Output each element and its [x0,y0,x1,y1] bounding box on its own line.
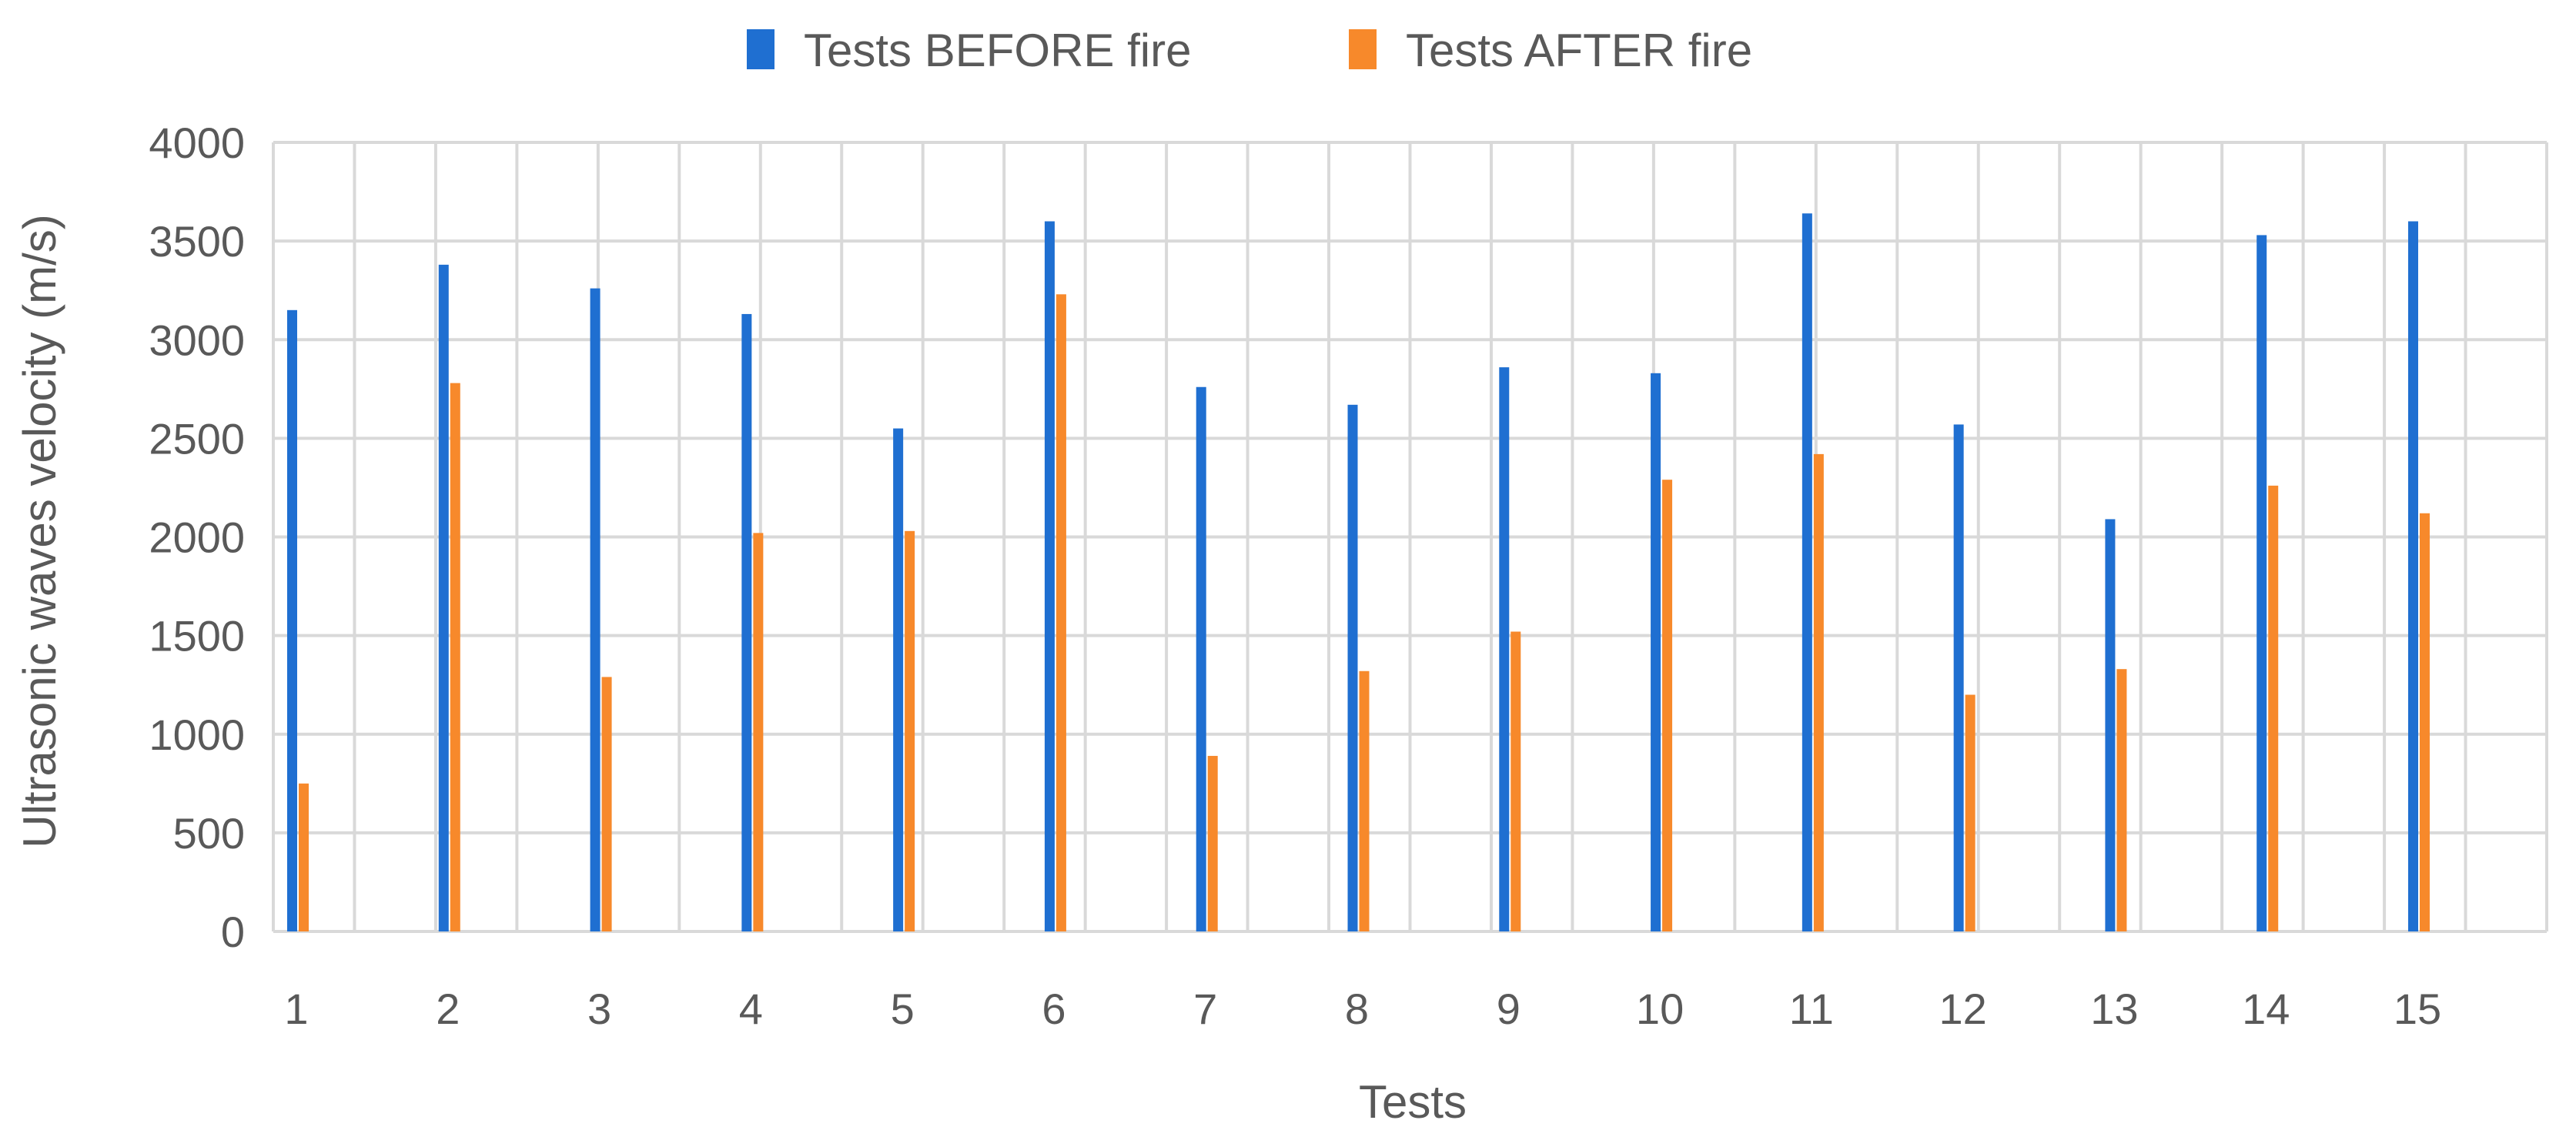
bar-after-test-8 [1359,670,1370,931]
y-tick-label: 3500 [149,217,245,266]
x-tick-label: 5 [891,985,915,1033]
y-axis-label: Ultrasonic waves velocity (m/s) [14,214,65,848]
gridlines [272,141,2548,933]
bar-after-test-1 [299,783,309,931]
x-tick-label: 1 [284,985,308,1033]
bar-after-test-13 [2116,669,2127,931]
bar-before-test-1 [287,309,297,931]
bar-before-test-10 [1651,373,1661,931]
x-tick-label: 9 [1497,985,1521,1033]
legend: Tests BEFORE fire Tests AFTER fire [747,25,1752,76]
x-tick-label: 7 [1193,985,1217,1033]
bar-before-test-9 [1499,367,1510,931]
bar-before-test-4 [741,313,752,931]
bar-before-test-14 [2257,235,2267,931]
bar-after-test-4 [753,533,764,931]
y-tick-label: 3000 [149,316,245,364]
bar-before-test-5 [893,428,904,931]
bar-after-test-14 [2268,485,2279,931]
bar-before-test-7 [1196,386,1206,931]
x-tick-label: 4 [739,985,763,1033]
bar-before-test-13 [2105,519,2116,931]
bar-after-test-9 [1510,631,1521,931]
bar-before-test-15 [2408,221,2418,931]
x-axis-label: Tests [1359,1076,1467,1128]
y-tick-label: 1500 [149,612,245,660]
bar-after-test-15 [2420,513,2430,931]
x-tick-label: 14 [2242,985,2290,1033]
x-tick-label: 6 [1042,985,1066,1033]
y-tick-label: 2500 [149,414,245,463]
bar-after-test-11 [1813,453,1824,931]
bar-after-test-5 [905,530,915,931]
legend-swatch-before [747,29,774,69]
x-tick-label: 15 [2394,985,2441,1033]
bar-after-test-3 [601,677,612,931]
bars [287,213,2430,931]
y-tick-label: 0 [221,908,245,956]
bar-before-test-8 [1347,404,1358,931]
x-tick-label: 8 [1345,985,1369,1033]
bar-after-test-7 [1207,755,1218,931]
x-tick-label: 10 [1636,985,1684,1033]
y-tick-label: 2000 [149,513,245,562]
y-tick-label: 1000 [149,711,245,759]
bar-after-test-2 [450,383,460,931]
bar-after-test-12 [1965,694,1975,931]
bar-after-test-6 [1055,294,1066,931]
bar-after-test-10 [1662,480,1673,931]
x-tick-label: 11 [1789,985,1834,1033]
legend-label-before: Tests BEFORE fire [804,25,1191,76]
bar-before-test-6 [1044,221,1055,931]
x-tick-label: 12 [1939,985,1986,1033]
bar-before-test-3 [590,288,601,931]
legend-swatch-after [1349,29,1377,69]
x-tick-labels: 1 2 3 4 5 6 7 8 9 10 11 12 13 14 15 [284,985,2441,1033]
bar-before-test-2 [438,264,449,931]
x-tick-label: 3 [587,985,611,1033]
x-tick-label: 13 [2090,985,2138,1033]
bar-before-test-11 [1802,213,1812,931]
legend-label-after: Tests AFTER fire [1406,25,1752,76]
bar-before-test-12 [1953,424,1964,931]
x-tick-label: 2 [436,985,460,1033]
y-tick-label: 500 [173,809,245,858]
y-tick-labels: 0 500 1000 1500 2000 2500 3000 3500 4000 [149,119,245,956]
y-tick-label: 4000 [149,119,245,167]
